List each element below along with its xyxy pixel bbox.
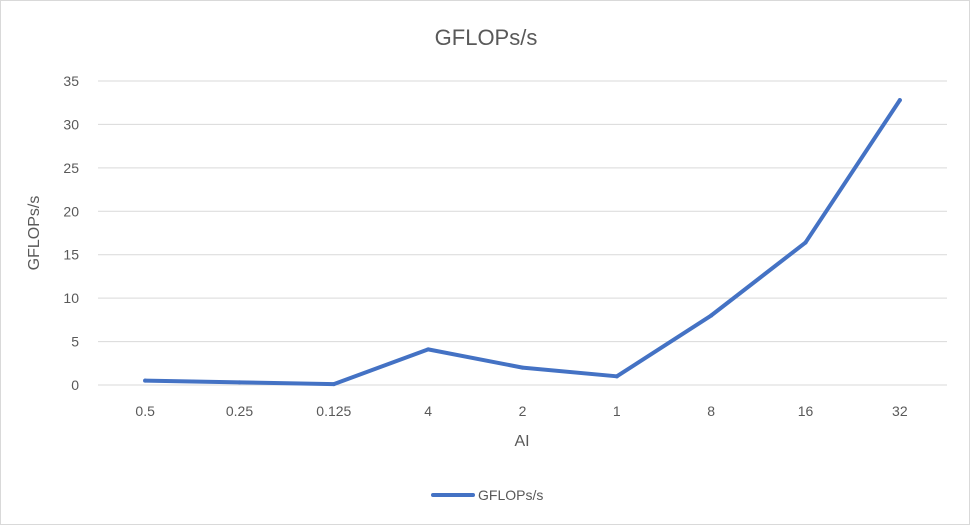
y-tick-label: 25 <box>63 160 79 176</box>
legend: GFLOPs/s <box>431 487 543 503</box>
x-axis-ticks: 0.5 0.25 0.125 4 2 1 8 16 32 <box>135 403 907 419</box>
series-layer <box>143 98 902 387</box>
data-point <box>614 374 619 379</box>
gridlines <box>98 80 947 386</box>
x-tick-label: 1 <box>613 403 621 419</box>
x-tick-label: 32 <box>892 403 908 419</box>
x-tick-label: 0.125 <box>316 403 351 419</box>
x-axis-title: AI <box>514 433 529 450</box>
y-tick-label: 35 <box>63 73 79 89</box>
x-tick-label: 0.5 <box>135 403 155 419</box>
y-tick-label: 10 <box>63 290 79 306</box>
data-point <box>143 378 148 383</box>
x-tick-label: 8 <box>707 403 715 419</box>
y-tick-label: 0 <box>71 377 79 393</box>
y-tick-label: 5 <box>71 334 79 350</box>
data-point <box>520 365 525 370</box>
data-point <box>803 240 808 245</box>
x-tick-label: 16 <box>798 403 814 419</box>
y-axis-ticks: 0 5 10 15 20 25 30 35 <box>63 73 79 393</box>
x-tick-label: 0.25 <box>226 403 253 419</box>
y-tick-label: 20 <box>63 203 79 219</box>
x-tick-label: 2 <box>519 403 527 419</box>
y-axis-title: GFLOPs/s <box>26 196 43 271</box>
legend-label: GFLOPs/s <box>478 487 543 503</box>
data-point <box>237 380 242 385</box>
data-point <box>426 347 431 352</box>
data-point <box>709 313 714 318</box>
data-point <box>897 98 902 103</box>
chart-title: GFLOPs/s <box>435 25 538 50</box>
y-tick-label: 15 <box>63 247 79 263</box>
x-tick-label: 4 <box>424 403 432 419</box>
y-tick-label: 30 <box>63 116 79 132</box>
data-point <box>331 382 336 387</box>
